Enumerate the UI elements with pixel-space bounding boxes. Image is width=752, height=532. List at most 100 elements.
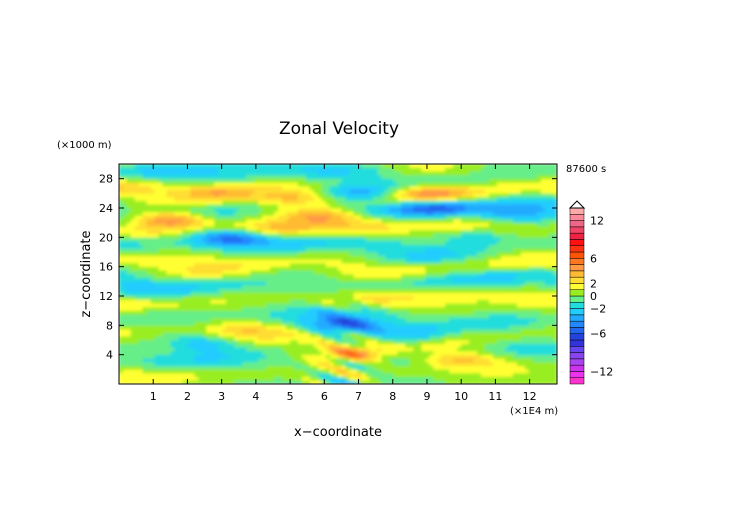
heatmap-cell xyxy=(281,317,287,322)
heatmap-cell xyxy=(281,376,287,381)
heatmap-cell xyxy=(389,237,395,242)
heatmap-cell xyxy=(345,164,351,168)
heatmap-cell xyxy=(277,347,283,352)
heatmap-cell xyxy=(429,299,434,304)
heatmap-cell xyxy=(206,196,211,201)
heatmap-cell xyxy=(226,167,231,172)
heatmap-cell xyxy=(365,325,371,330)
heatmap-cell xyxy=(222,222,227,227)
heatmap-cell xyxy=(222,372,227,377)
heatmap-cell xyxy=(445,174,450,179)
heatmap-cell xyxy=(281,262,287,267)
heatmap-cell xyxy=(270,171,275,176)
heatmap-cell xyxy=(341,339,347,344)
heatmap-cell xyxy=(333,237,339,242)
heatmap-cell xyxy=(353,222,359,227)
heatmap-cell xyxy=(134,332,140,337)
heatmap-cell xyxy=(345,185,351,190)
heatmap-cell xyxy=(146,171,152,176)
heatmap-cell xyxy=(401,372,406,377)
heatmap-cell xyxy=(198,310,203,315)
heatmap-cell xyxy=(397,288,403,293)
heatmap-cell xyxy=(273,259,279,264)
heatmap-cell xyxy=(341,288,347,293)
heatmap-cell xyxy=(389,299,395,304)
heatmap-cell xyxy=(429,237,434,242)
heatmap-cell xyxy=(393,259,399,264)
heatmap-cell xyxy=(242,372,247,377)
heatmap-cell xyxy=(329,369,335,374)
heatmap-cell xyxy=(166,281,172,286)
heatmap-cell xyxy=(433,233,438,238)
heatmap-cell xyxy=(198,295,203,300)
heatmap-cell xyxy=(317,270,323,275)
heatmap-cell xyxy=(449,336,454,341)
heatmap-cell xyxy=(425,343,430,348)
heatmap-cell xyxy=(357,288,363,293)
heatmap-cell xyxy=(365,182,371,187)
heatmap-cell xyxy=(242,262,247,267)
heatmap-cell xyxy=(222,193,227,198)
heatmap-cell xyxy=(142,182,148,187)
heatmap-cell xyxy=(341,380,347,384)
heatmap-cell xyxy=(246,244,251,249)
heatmap-cell xyxy=(421,284,426,289)
heatmap-cell xyxy=(337,185,343,190)
heatmap-cell xyxy=(317,229,323,234)
heatmap-cell xyxy=(361,321,367,326)
heatmap-cell xyxy=(397,251,403,256)
heatmap-cell xyxy=(373,343,379,348)
heatmap-cell xyxy=(345,200,351,205)
heatmap-cell xyxy=(381,200,387,205)
heatmap-cell xyxy=(341,369,347,374)
heatmap-cell xyxy=(138,354,144,359)
heatmap-cell xyxy=(285,292,291,297)
heatmap-cell xyxy=(214,164,219,168)
heatmap-cell xyxy=(222,164,227,168)
heatmap-cell xyxy=(266,237,271,242)
heatmap-cell xyxy=(210,266,215,271)
heatmap-cell xyxy=(389,317,395,322)
heatmap-cell xyxy=(190,347,195,352)
heatmap-cell xyxy=(234,193,239,198)
heatmap-cell xyxy=(285,284,291,289)
heatmap-cell xyxy=(345,240,351,245)
heatmap-cell xyxy=(369,259,375,264)
heatmap-cell xyxy=(170,281,176,286)
heatmap-cell xyxy=(146,376,152,381)
heatmap-cell xyxy=(413,369,418,374)
heatmap-cell xyxy=(138,310,144,315)
heatmap-cell xyxy=(210,244,215,249)
heatmap-cell xyxy=(445,196,450,201)
heatmap-cell xyxy=(421,376,426,381)
heatmap-cell xyxy=(273,193,279,198)
heatmap-cell xyxy=(186,299,191,304)
heatmap-cell xyxy=(293,336,299,341)
heatmap-cell xyxy=(277,222,283,227)
heatmap-cell xyxy=(397,211,403,216)
heatmap-cell xyxy=(230,226,235,231)
heatmap-cell xyxy=(317,237,323,242)
heatmap-cell xyxy=(285,218,291,223)
heatmap-cell xyxy=(385,218,391,223)
heatmap-cell xyxy=(381,171,387,176)
heatmap-cell xyxy=(397,314,403,319)
heatmap-cell xyxy=(270,226,275,231)
heatmap-cell xyxy=(329,218,335,223)
heatmap-cell xyxy=(405,189,410,194)
heatmap-cell xyxy=(397,372,403,377)
heatmap-cell xyxy=(385,369,391,374)
heatmap-cell xyxy=(170,284,176,289)
heatmap-cell xyxy=(266,196,271,201)
heatmap-cell xyxy=(425,204,430,209)
heatmap-cell xyxy=(170,380,176,384)
heatmap-cell xyxy=(445,222,450,227)
heatmap-cell xyxy=(170,193,176,198)
heatmap-cell xyxy=(365,380,371,384)
heatmap-cell xyxy=(441,361,446,366)
heatmap-cell xyxy=(437,361,442,366)
heatmap-cell xyxy=(409,237,414,242)
heatmap-cell xyxy=(138,185,144,190)
heatmap-cell xyxy=(273,248,279,253)
heatmap-cell xyxy=(321,284,327,289)
